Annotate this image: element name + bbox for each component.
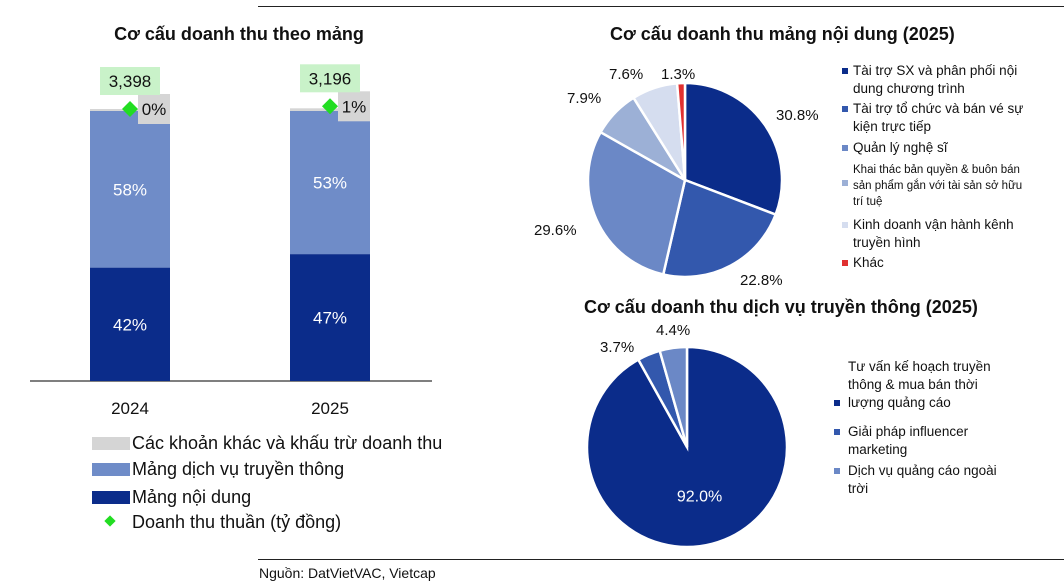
- pie1-slice-5: [675, 81, 687, 181]
- pie1-legend-5: Khác: [842, 254, 1027, 272]
- pie1-slice-1: [661, 178, 778, 279]
- legend-label-content: Mảng nội dung: [132, 487, 252, 507]
- pie1-slice-2: [586, 130, 687, 277]
- pie2-label-2: 4.4%: [656, 322, 691, 339]
- pie1-chart: [586, 81, 784, 279]
- bar-legend-other: Các khoản khác và khấu trừ doanh thu: [92, 432, 442, 454]
- pie1-label-0: 30.8%: [776, 107, 819, 124]
- pie1-label-1: 22.8%: [740, 272, 783, 289]
- bottom-rule: [258, 559, 1064, 560]
- pie1-label-2: 29.6%: [534, 222, 577, 239]
- pie1-legend-swatch-5: [842, 260, 848, 266]
- revenue-marker-2025: [322, 98, 338, 115]
- bar-value-label-0-2025: 47%: [313, 309, 347, 328]
- bar-value-label-0-2024: 42%: [113, 315, 147, 334]
- pie1-legend-label-1: Tài trợ tổ chức và bán vé sự kiện trực t…: [853, 101, 1024, 134]
- pie1-label-4: 7.6%: [609, 66, 644, 83]
- legend-swatch-content: [92, 491, 130, 504]
- pie2-legend-2: Dịch vụ quảng cáo ngoài trời: [834, 462, 1014, 498]
- bar-chart-title: Cơ cấu doanh thu theo mảng: [114, 24, 364, 44]
- pie2-legend-label-2: Dịch vụ quảng cáo ngoài trời: [848, 463, 997, 496]
- other-label-box-2024: [138, 94, 170, 124]
- x-tick-label-2025: 2025: [311, 399, 349, 418]
- bar-value-label-1-2025: 53%: [313, 174, 347, 193]
- pie1-legend-2: Quản lý nghệ sĩ: [842, 139, 1027, 157]
- other-label-box-2025: [338, 91, 370, 122]
- pie1-legend-1: Tài trợ tổ chức và bán vé sự kiện trực t…: [842, 100, 1027, 136]
- other-value-label-2024: 0%: [142, 100, 167, 119]
- bar-value-label-1-2024: 58%: [113, 180, 147, 199]
- legend-diamond-icon: [92, 511, 130, 533]
- legend-swatch-media: [92, 463, 130, 476]
- pie1-legend-4: Kinh doanh vận hành kênh truyền hình: [842, 216, 1027, 252]
- pie1-legend-swatch-3: [842, 180, 848, 186]
- bar-legend-content: Mảng nội dung: [92, 486, 251, 508]
- pie1-legend-swatch-0: [842, 68, 848, 74]
- pie1-legend-0: Tài trợ SX và phân phối nội dung chương …: [842, 62, 1027, 98]
- pie1-legend-label-4: Kinh doanh vận hành kênh truyền hình: [853, 217, 1014, 250]
- bar-segment-1-2025: [290, 111, 370, 255]
- bar-chart: 42% 58% 0% 3,398 2024 47% 53% 1% 3,196 2025: [30, 64, 432, 418]
- pie2-chart: 92.0%: [585, 345, 789, 549]
- legend-swatch-other: [92, 437, 130, 450]
- pie1-legend-label-5: Khác: [853, 255, 884, 270]
- pie2-slice-2: [658, 345, 689, 448]
- revenue-label-box-2025: [300, 64, 360, 93]
- pie1-legend-swatch-4: [842, 222, 848, 228]
- legend-label-other: Các khoản khác và khấu trừ doanh thu: [132, 433, 443, 453]
- revenue-value-label-2024: 3,398: [109, 72, 152, 91]
- pie2-legend-swatch-1: [834, 429, 840, 435]
- revenue-value-label-2025: 3,196: [309, 69, 352, 88]
- pie2-legend-swatch-0: [834, 400, 840, 406]
- pie1-title: Cơ cấu doanh thu mảng nội dung (2025): [610, 24, 955, 44]
- bar-legend-marker: Doanh thu thuần (tỷ đồng): [92, 511, 341, 533]
- legend-label-marker: Doanh thu thuần (tỷ đồng): [132, 512, 342, 532]
- pie1-legend-label-2: Quản lý nghệ sĩ: [853, 140, 948, 155]
- pie2-inside-label-0: 92.0%: [677, 488, 722, 505]
- pie2-title: Cơ cấu doanh thu dịch vụ truyền thông (2…: [584, 297, 978, 317]
- pie1-legend-swatch-1: [842, 106, 848, 112]
- source-note: Nguồn: DatVietVAC, Vietcap: [259, 565, 436, 581]
- pie2-legend-label-1: Giải pháp influencer marketing: [848, 424, 969, 457]
- bar-segment-0-2025: [290, 254, 370, 381]
- bar-legend-media: Mảng dịch vụ truyền thông: [92, 458, 344, 480]
- pie2-legend-swatch-2: [834, 468, 840, 474]
- pie2-legend-1: Giải pháp influencer marketing: [834, 423, 1014, 459]
- pie2-legend-0: Tư vấn kế hoạch truyền thông & mua bán t…: [834, 358, 1014, 412]
- pie1-legend-label-3: Khai thác bản quyền & buôn bán sản phẩm …: [853, 164, 1023, 208]
- pie1-label-3: 7.9%: [567, 90, 602, 107]
- other-value-label-2025: 1%: [342, 97, 367, 116]
- pie1-slice-0: [683, 81, 784, 217]
- pie1-legend-swatch-2: [842, 145, 848, 151]
- revenue-label-box-2024: [100, 67, 160, 95]
- pie2-legend-label-0: Tư vấn kế hoạch truyền thông & mua bán t…: [848, 359, 991, 410]
- pie1-legend-label-0: Tài trợ SX và phân phối nội dung chương …: [853, 63, 1018, 96]
- legend-label-media: Mảng dịch vụ truyền thông: [132, 459, 345, 479]
- x-tick-label-2024: 2024: [111, 399, 149, 418]
- pie1-legend-3: Khai thác bản quyền & buôn bán sản phẩm …: [842, 162, 1027, 210]
- bar-segment-0-2024: [90, 267, 170, 381]
- bar-segment-1-2024: [90, 111, 170, 268]
- pie1-label-5: 1.3%: [661, 66, 696, 83]
- pie2-label-1: 3.7%: [600, 339, 635, 356]
- top-rule: [258, 6, 1064, 7]
- revenue-marker-2024: [122, 101, 138, 117]
